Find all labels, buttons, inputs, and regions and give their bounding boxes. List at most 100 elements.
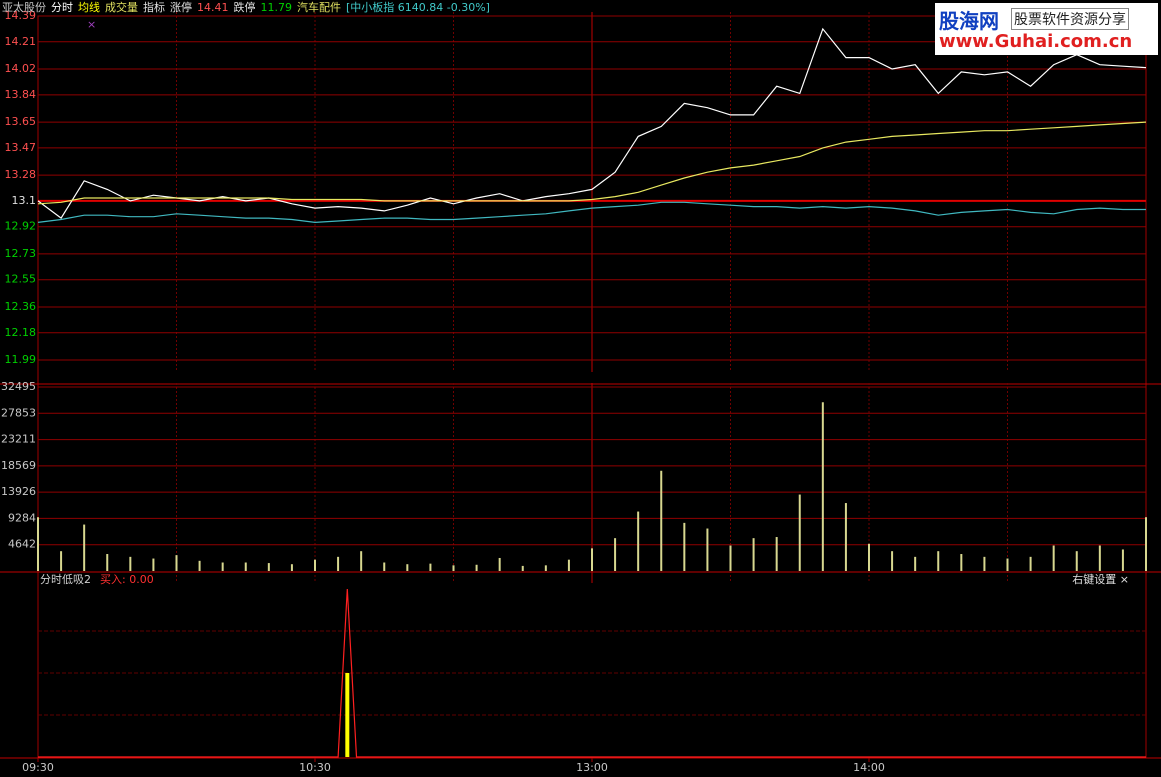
settings-button[interactable]: 右键设置 × <box>1072 572 1129 586</box>
volume-bar <box>314 559 316 571</box>
y-tick-label: 14.02 <box>5 62 37 75</box>
volume-bar <box>60 551 63 571</box>
volume-bar <box>1121 549 1124 571</box>
y-tick-label: 12.92 <box>5 220 37 233</box>
header-item: 跌停 <box>233 1 256 14</box>
x-tick-label: 14:00 <box>853 761 885 774</box>
volume-bar <box>844 503 847 571</box>
volume-bar <box>798 494 801 571</box>
series-line <box>37 27 1147 219</box>
volume-bar <box>775 537 778 571</box>
volume-bar <box>729 545 732 571</box>
watermark-url: www.Guhai.com.cn <box>939 31 1133 52</box>
watermark: 股海网 股票软件资源分享 www.Guhai.com.cn <box>935 3 1158 55</box>
volume-bar <box>591 548 593 571</box>
volume-bar <box>614 538 617 571</box>
volume-bar <box>337 556 340 571</box>
volume-bar <box>498 557 501 571</box>
volume-bar <box>452 565 455 571</box>
y-tick-label: 13.84 <box>5 88 37 101</box>
watermark-slogan: 股票软件资源分享 <box>1011 8 1129 30</box>
indicator-title: 分时低吸2 <box>40 573 91 586</box>
volume-bar <box>1029 556 1032 571</box>
volume-bar <box>37 517 39 571</box>
header-item: [中小板指 6140.84 -0.30%] <box>346 1 490 14</box>
watermark-brand: 股海网 <box>939 9 999 33</box>
y-tick-label: 4642 <box>8 538 36 551</box>
volume-bar <box>175 555 178 571</box>
volume-bar <box>360 551 363 571</box>
volume-bar <box>244 562 247 571</box>
y-tick-label: 9284 <box>8 511 36 524</box>
y-tick-label: 13.65 <box>5 115 37 128</box>
y-tick-label: 13.47 <box>5 141 37 154</box>
volume-bar <box>83 524 86 571</box>
volume-bar <box>960 554 963 571</box>
volume-bar <box>1098 545 1101 571</box>
y-tick-label: 13926 <box>1 485 36 498</box>
volume-bar <box>521 565 524 571</box>
header-item[interactable]: 均线 <box>78 1 100 14</box>
y-tick-label: 18569 <box>1 459 36 472</box>
header-item: 14.41 <box>197 1 229 14</box>
volume-bar <box>660 470 663 571</box>
y-tick-label: 23211 <box>1 433 36 446</box>
header-item: 11.79 <box>260 1 293 14</box>
series-line <box>37 121 1147 205</box>
y-tick-label: 32495 <box>1 380 36 393</box>
header-item[interactable]: 指标 <box>143 1 165 14</box>
volume-bar <box>937 551 940 571</box>
volume-bar <box>106 554 109 571</box>
y-tick-label: 12.73 <box>5 247 37 260</box>
header-item[interactable]: 分时 <box>51 1 73 14</box>
volume-bar <box>383 562 386 571</box>
y-tick-label: 13.1 <box>12 194 37 207</box>
volume-bar <box>637 511 640 571</box>
volume-bar <box>868 543 870 571</box>
volume-bar <box>683 522 686 571</box>
y-tick-label: 14.39 <box>5 9 37 22</box>
volume-bar <box>152 558 155 571</box>
header-item: 涨停 <box>170 1 192 14</box>
y-tick-label: 12.55 <box>5 273 37 286</box>
y-tick-label: 12.36 <box>5 300 37 313</box>
series-line <box>37 201 1146 224</box>
volume-bar <box>567 559 570 571</box>
volume-bar <box>406 564 409 571</box>
volume-bar <box>1145 517 1147 571</box>
volume-bar <box>429 563 432 571</box>
volume-bar <box>983 556 986 571</box>
x-tick-label: 13:00 <box>576 761 608 774</box>
volume-bar <box>198 560 201 571</box>
marker: × <box>87 18 96 31</box>
y-tick-label: 27853 <box>1 406 36 419</box>
header: 亚太股份 分时 均线 成交量 指标 涨停 14.41 跌停 11.79 汽车配件 [中小板指 614… <box>2 0 490 16</box>
volume-bar <box>1006 558 1009 571</box>
volume-bar <box>1052 545 1055 571</box>
y-tick-label: 14.21 <box>5 35 37 48</box>
x-tick-label: 10:30 <box>299 761 331 774</box>
volume-bar <box>891 551 894 571</box>
x-tick-label: 09:30 <box>22 761 54 774</box>
volume-bar <box>267 563 270 571</box>
header-item: 亚太股份 <box>2 1 46 14</box>
header-item[interactable]: 成交量 <box>105 1 138 14</box>
y-tick-label: 12.18 <box>5 326 37 339</box>
signal-bar <box>345 673 350 757</box>
header-item: 汽车配件 <box>297 1 341 14</box>
volume-bar <box>290 564 293 571</box>
series-line <box>38 588 1146 758</box>
indicator-value: 买入: 0.00 <box>100 573 154 586</box>
volume-bar <box>475 564 478 571</box>
volume-bar <box>129 556 132 571</box>
y-tick-label: 13.28 <box>5 168 37 181</box>
y-tick-label: 11.99 <box>5 353 37 366</box>
volume-bar <box>914 556 917 571</box>
volume-bar <box>1075 551 1078 571</box>
volume-bar <box>821 402 824 571</box>
volume-bar <box>221 562 224 571</box>
volume-bar <box>752 538 755 571</box>
volume-bar <box>544 565 547 571</box>
